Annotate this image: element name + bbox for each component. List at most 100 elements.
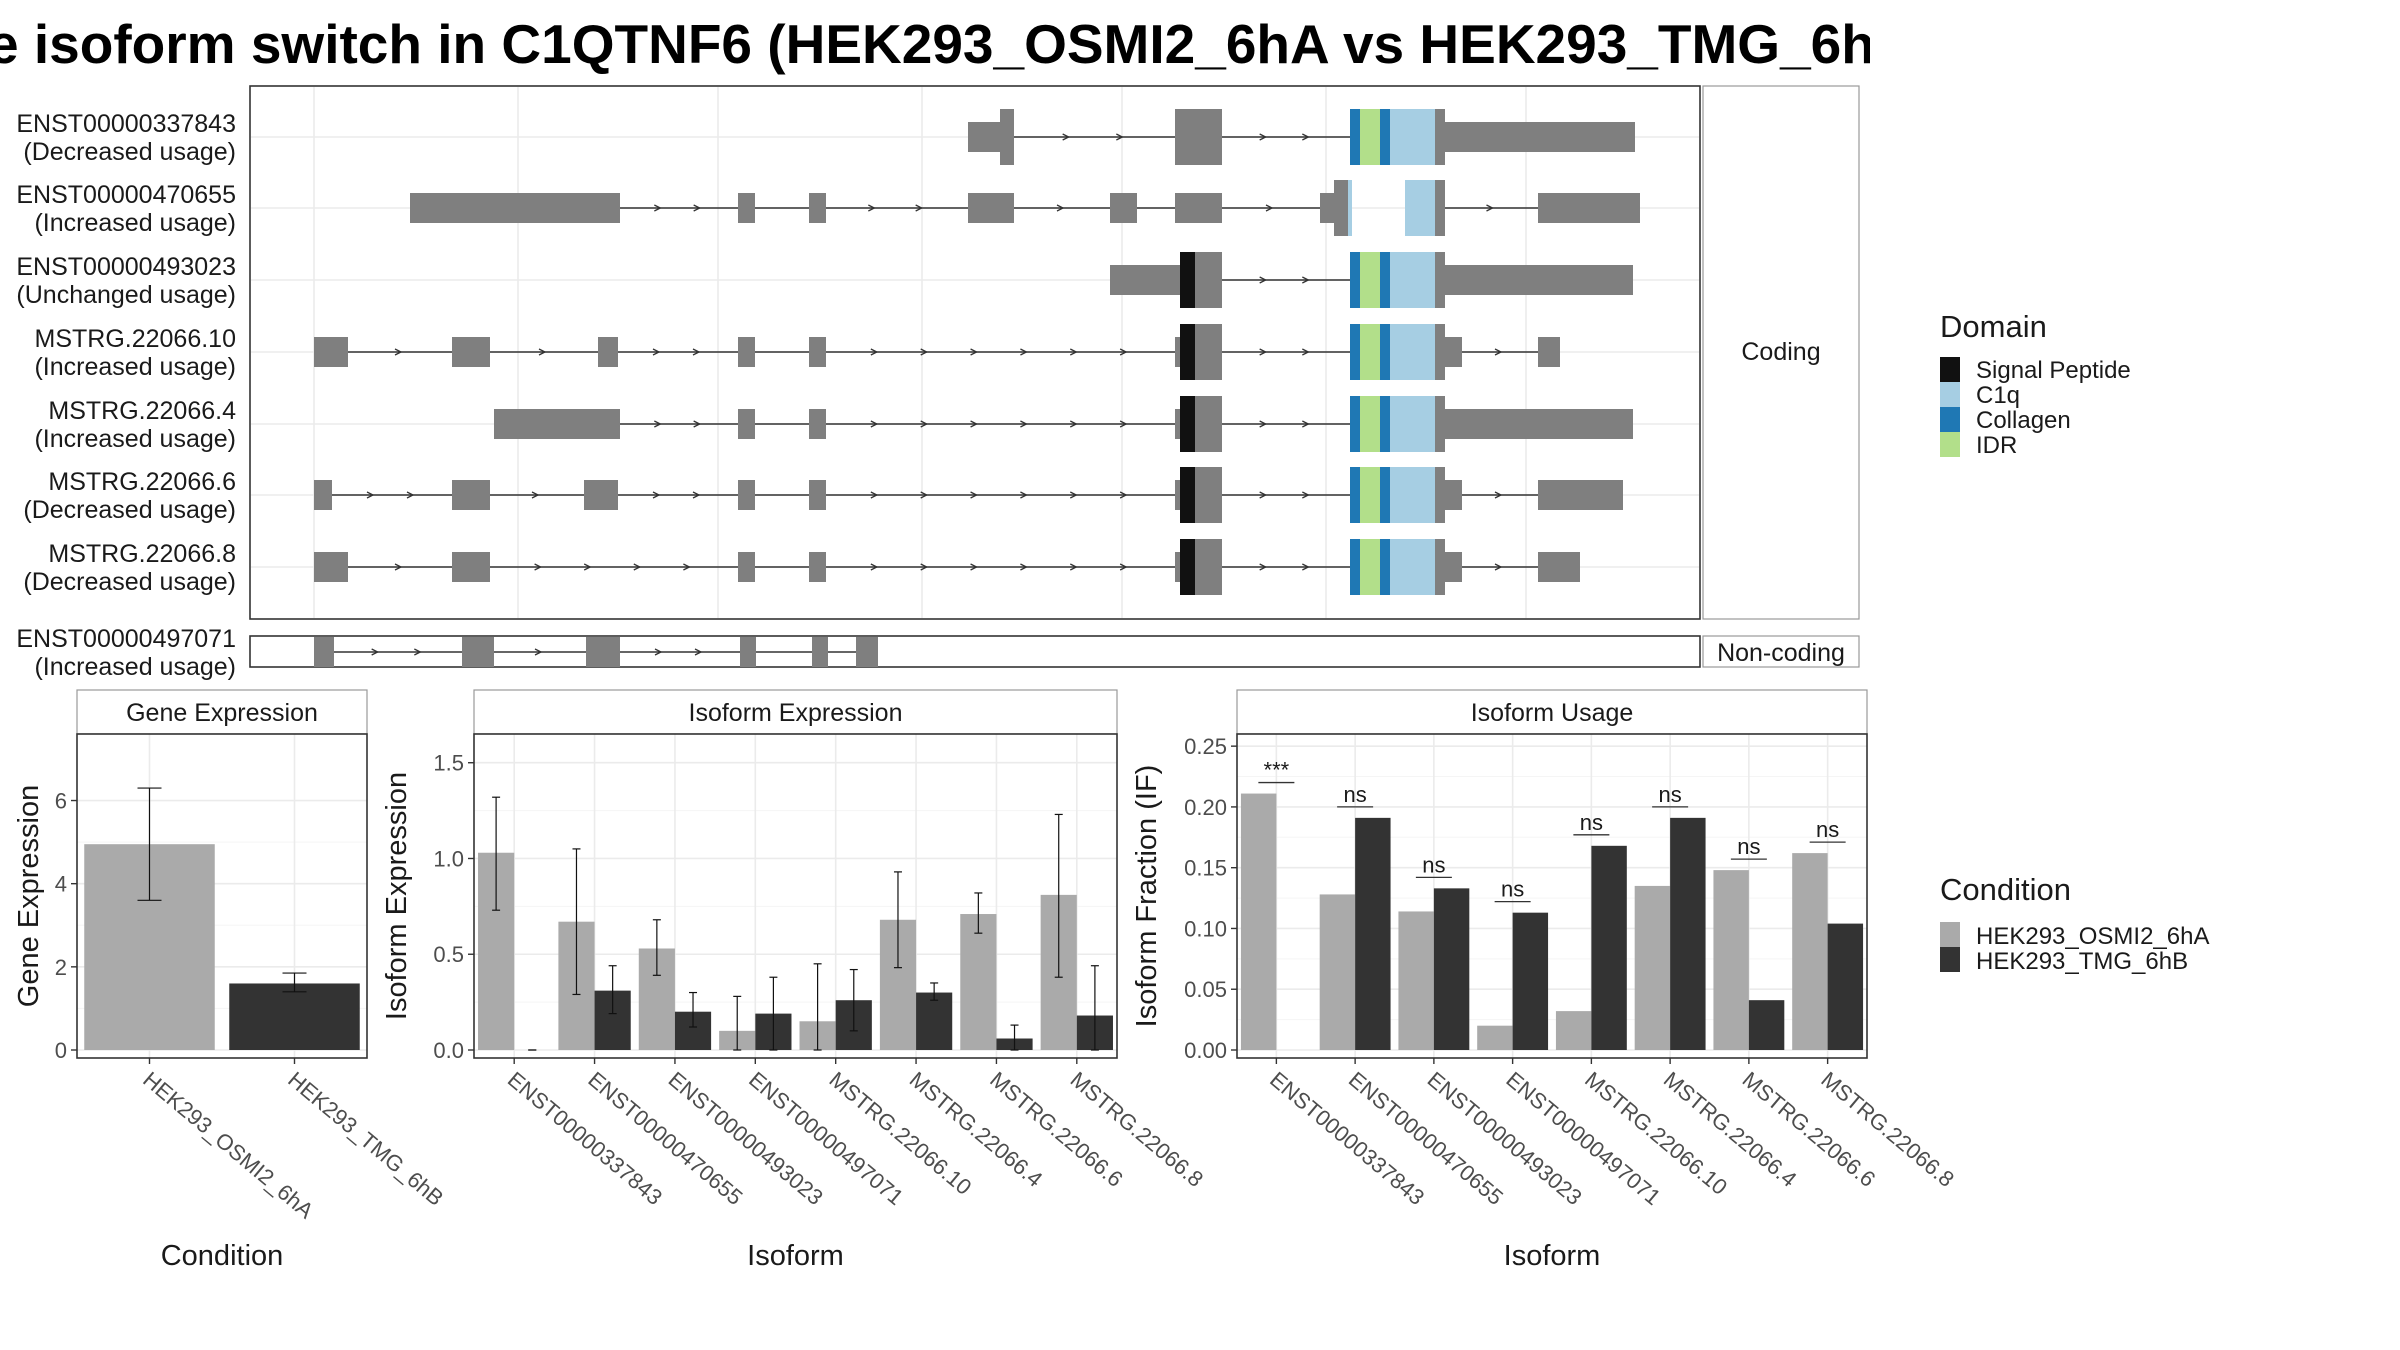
- intron-arrow: [394, 563, 403, 571]
- data-bar: [229, 983, 360, 1050]
- y-tick-label: 6: [55, 789, 67, 814]
- exon-block: [1175, 109, 1222, 165]
- exon-block: [1538, 337, 1560, 367]
- exon-block: [1445, 480, 1462, 510]
- plot-border: [1236, 733, 1868, 1059]
- collagen-domain: [1350, 252, 1360, 308]
- idr-domain: [1360, 396, 1380, 452]
- data-bar: [1355, 817, 1391, 1050]
- intron-arrow: [1259, 133, 1268, 141]
- exon-block: [1175, 193, 1222, 223]
- exon-block: [1445, 409, 1633, 439]
- intron-arrow: [870, 563, 879, 571]
- data-bar: [1319, 894, 1356, 1050]
- isoform-usage-label: (Decreased usage): [23, 496, 236, 524]
- data-bar: [1634, 885, 1671, 1050]
- exon-block: [740, 637, 756, 667]
- x-axis-title: Condition: [161, 1240, 284, 1272]
- collagen-domain: [1380, 252, 1390, 308]
- intron-arrow: [1020, 563, 1028, 571]
- y-tick-label: 0.15: [1184, 856, 1227, 881]
- intron-arrow: [1486, 204, 1494, 212]
- collagen-domain: [1350, 396, 1360, 452]
- y-tick-label: 0.20: [1184, 795, 1227, 820]
- intron-arrow: [652, 348, 661, 356]
- intron-arrow: [1259, 276, 1268, 284]
- panel-strip: [76, 689, 368, 735]
- x-tick-label: MSTRG.22066.6: [985, 1067, 1128, 1192]
- significance-label: ns: [1580, 810, 1603, 835]
- exon-block: [1195, 539, 1222, 595]
- exon-block: [1435, 109, 1445, 165]
- significance-label: ns: [1737, 834, 1760, 859]
- intron-arrow: [1119, 420, 1128, 428]
- x-tick-label: MSTRG.22066.6: [1738, 1067, 1881, 1192]
- data-bar: [1240, 793, 1277, 1050]
- strip-label-coding: Coding: [1741, 338, 1820, 366]
- intron-arrow: [654, 204, 662, 212]
- legend-domain-swatch: [1940, 382, 1960, 407]
- exon-block: [1348, 180, 1352, 236]
- exon-block: [1538, 193, 1640, 223]
- exon-block: [1195, 396, 1222, 452]
- exon-block: [1435, 539, 1445, 595]
- isoform-name-label: ENST00000493023: [16, 253, 236, 281]
- significance-label: ns: [1344, 782, 1367, 807]
- intron-arrow: [970, 348, 979, 356]
- exon-block: [452, 337, 490, 367]
- data-bar: [1591, 845, 1627, 1050]
- exon-block: [856, 637, 878, 667]
- legend-domain-label: Collagen: [1976, 407, 2071, 434]
- idr-domain: [1360, 324, 1380, 380]
- intron-arrow: [1020, 348, 1028, 356]
- exon-block: [1334, 180, 1348, 236]
- data-bar: [1792, 853, 1828, 1050]
- legend-domain-swatch: [1940, 407, 1960, 432]
- isoform-name-label: MSTRG.22066.10: [35, 325, 237, 353]
- exon-block: [1538, 552, 1580, 582]
- intron-arrow: [1069, 348, 1078, 356]
- collagen-domain: [1380, 396, 1390, 452]
- significance-label: ns: [1816, 817, 1839, 842]
- exon-block: [462, 637, 494, 667]
- exon-block: [1195, 467, 1222, 523]
- intron-arrow: [1116, 133, 1124, 141]
- data-bar: [1713, 870, 1749, 1050]
- exon-block: [1435, 324, 1445, 380]
- x-tick-label: HEK293_TMG_6hB: [283, 1067, 448, 1211]
- intron-arrow: [970, 563, 979, 571]
- exon-block: [738, 480, 755, 510]
- exon-block: [968, 193, 1014, 223]
- intron-arrow: [1020, 491, 1028, 499]
- c1q-domain: [1390, 324, 1435, 380]
- intron-arrow: [1302, 420, 1310, 428]
- data-bar: [1827, 923, 1864, 1050]
- significance-label: ***: [1264, 758, 1290, 783]
- intron-arrow: [1119, 491, 1128, 499]
- intron-arrow: [654, 420, 662, 428]
- x-tick-label: MSTRG.22066.10: [824, 1067, 976, 1200]
- isoform-usage-label: (Increased usage): [34, 653, 236, 681]
- x-tick-label: ENST00000337843: [503, 1067, 667, 1210]
- collagen-domain: [1350, 539, 1360, 595]
- exon-block: [738, 552, 755, 582]
- data-bar: [1555, 1011, 1592, 1050]
- exon-block: [584, 480, 618, 510]
- y-tick-label: 0.0: [433, 1038, 464, 1063]
- exon-block: [452, 480, 490, 510]
- strip-label-noncoding: Non-coding: [1717, 639, 1845, 667]
- exon-block: [812, 637, 828, 667]
- idr-domain: [1360, 539, 1380, 595]
- y-axis-title: Isoform Expression: [381, 772, 413, 1020]
- signal-peptide-domain: [1180, 324, 1195, 380]
- intron-arrow: [693, 204, 702, 212]
- x-tick-label: MSTRG.22066.8: [1066, 1067, 1209, 1192]
- intron-arrow: [1302, 348, 1310, 356]
- intron-arrow: [1069, 563, 1078, 571]
- intron-arrow: [1259, 348, 1268, 356]
- intron-arrow: [683, 563, 691, 571]
- intron-arrow: [534, 648, 543, 656]
- exon-block: [314, 337, 348, 367]
- intron-arrow: [692, 348, 701, 356]
